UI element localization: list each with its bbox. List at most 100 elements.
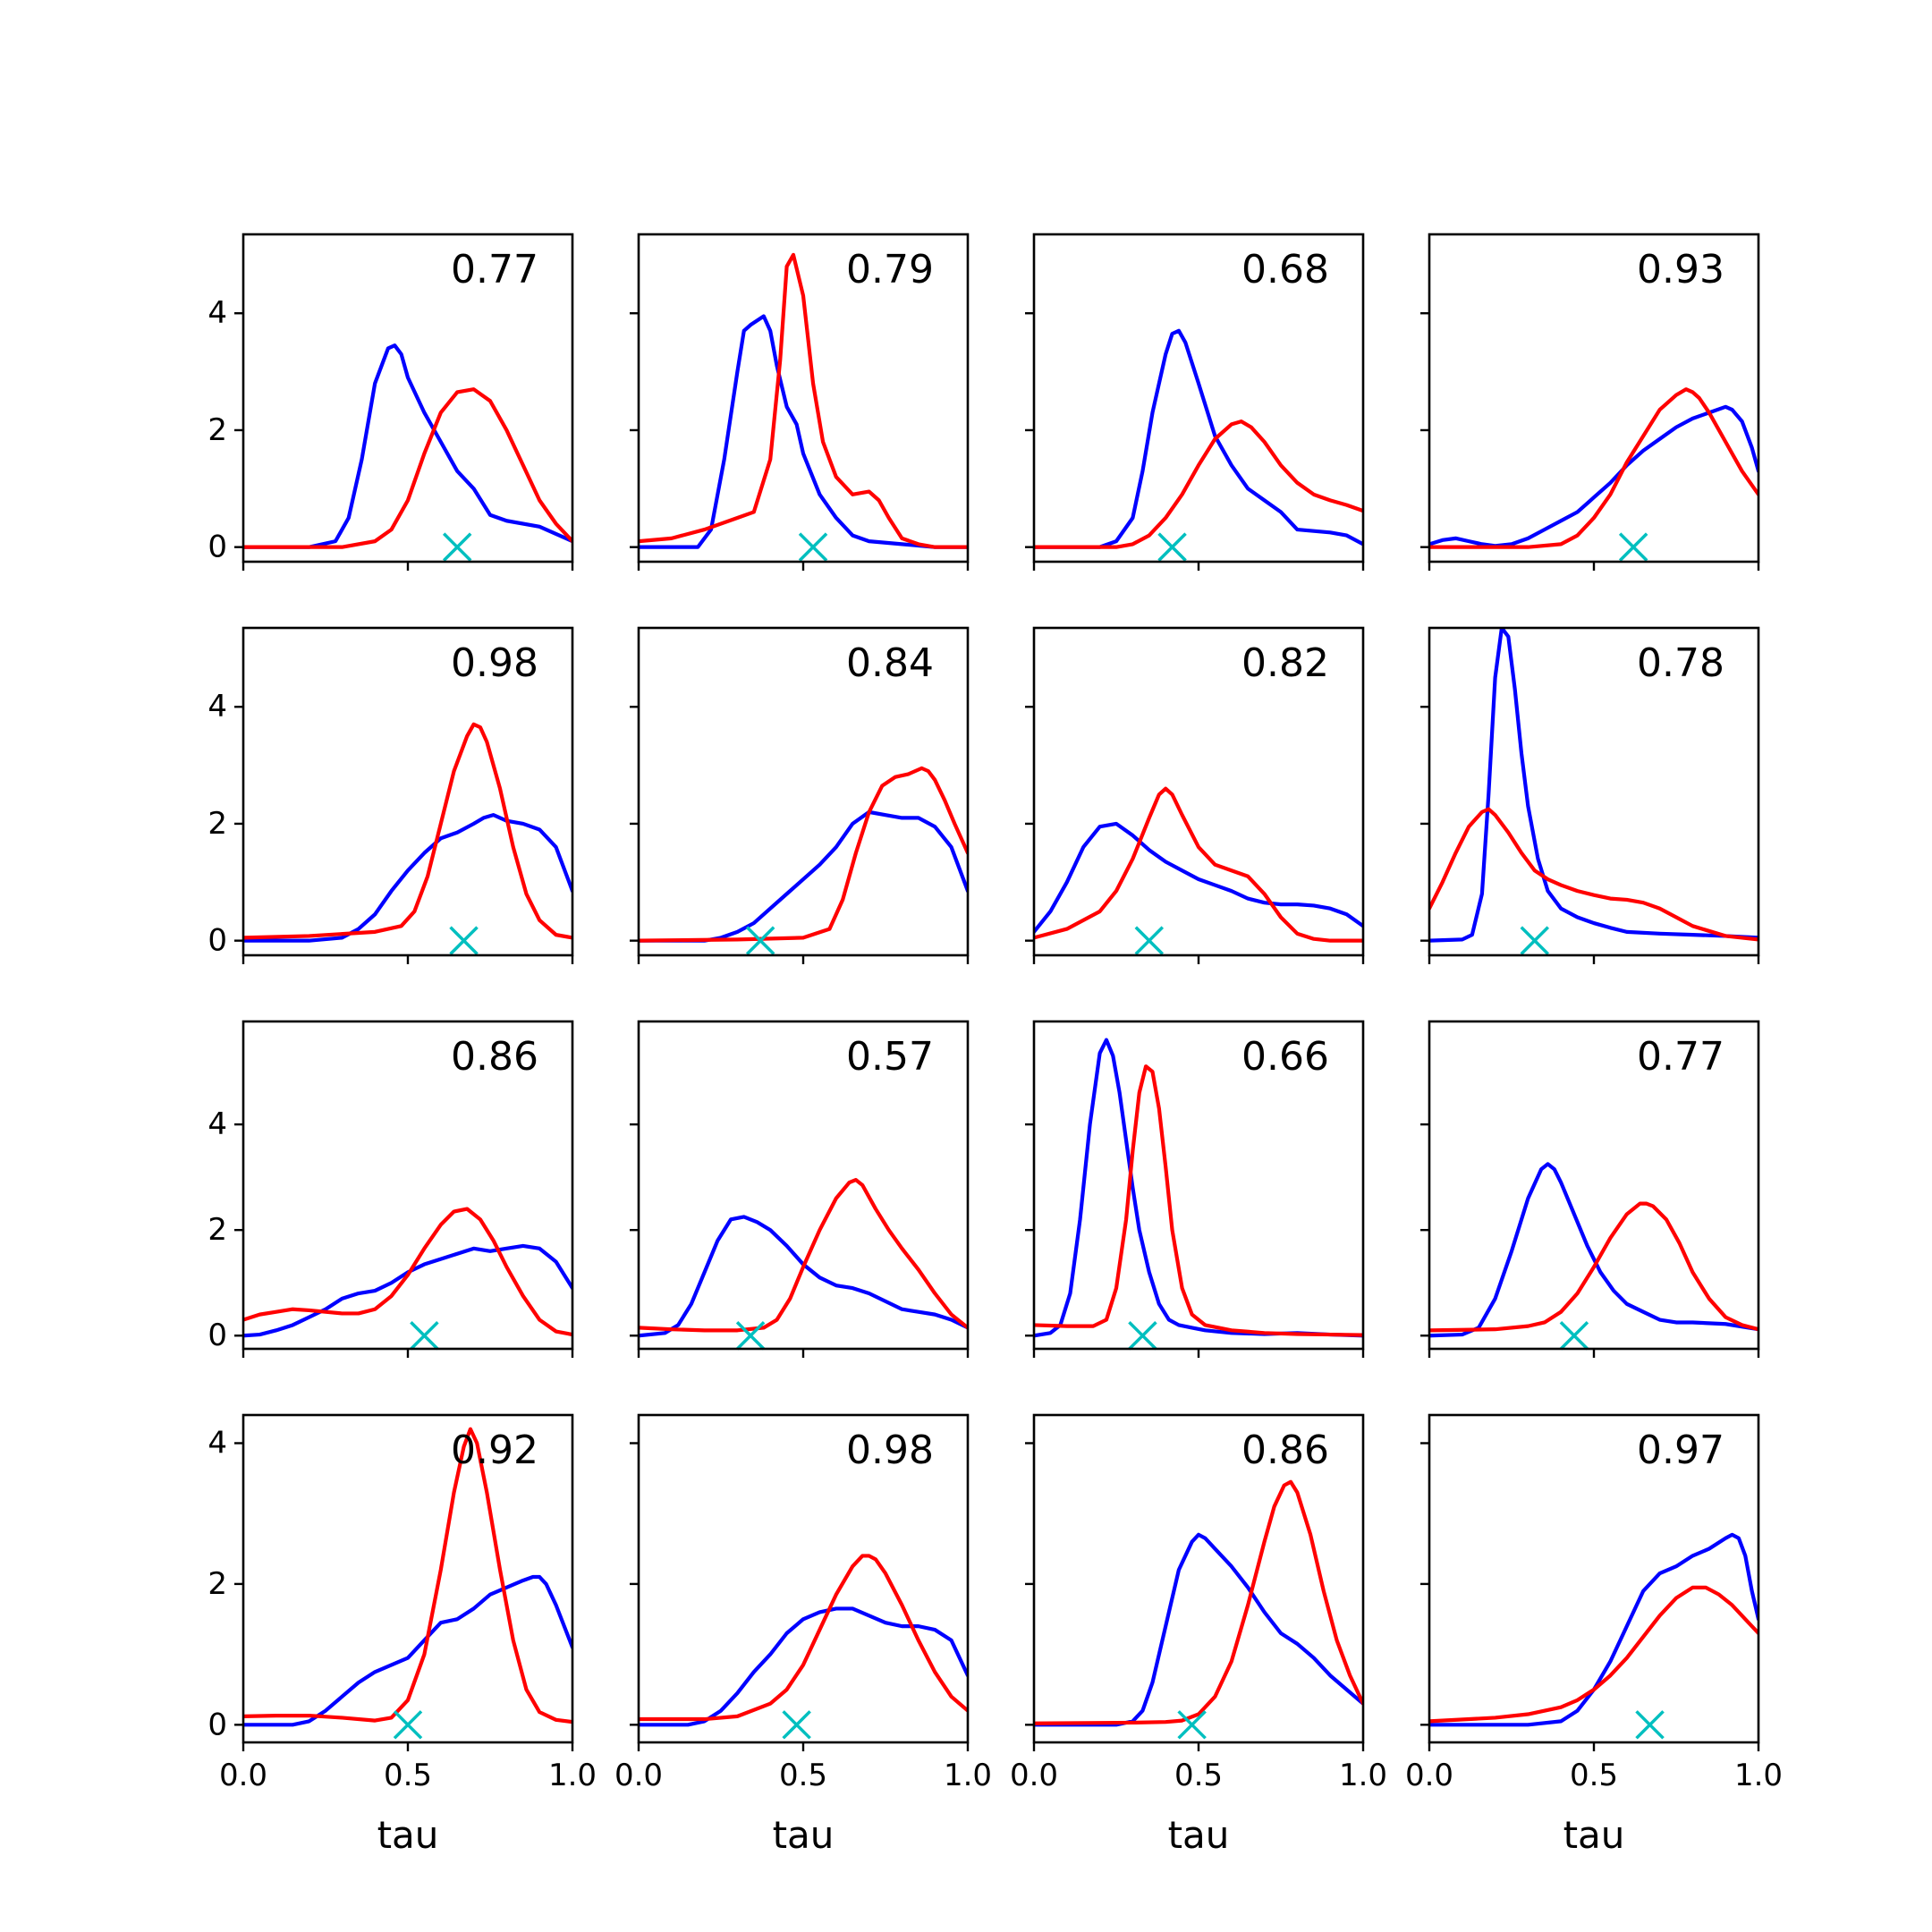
panel-1-2: 0.79: [630, 233, 970, 571]
y-tick-label: 4: [208, 1425, 227, 1461]
x-axis-label: tau: [1563, 1813, 1625, 1857]
panel-2-4: 0.78: [1420, 626, 1760, 964]
panel-value-label: 0.97: [1637, 1428, 1724, 1473]
x-tick-label: 0.0: [1405, 1758, 1453, 1793]
series-group: [639, 766, 968, 943]
blue-density-line: [1429, 1162, 1758, 1338]
x-tick-label: 0.5: [1174, 1758, 1223, 1793]
panel-value-label: 0.77: [451, 247, 538, 292]
x-tick-label: 1.0: [944, 1758, 992, 1793]
blue-density-line: [1429, 1532, 1758, 1727]
x-tick-label: 0.5: [384, 1758, 432, 1793]
panels-grid: 0 2 4 0.77 0.79 0.68 0.93 0 2 4 0.98 0.84 0.82 0.78 0 2…: [208, 233, 1783, 1857]
blue-density-line: [243, 343, 572, 549]
blue-density-line: [243, 813, 572, 943]
red-density-line: [639, 252, 968, 549]
x-axis-label: tau: [377, 1813, 439, 1857]
red-density-line: [1429, 807, 1758, 942]
x-tick-label: 0.5: [1570, 1758, 1618, 1793]
x-marker: [1128, 1321, 1157, 1351]
red-density-line: [1429, 387, 1758, 549]
y-tick-label: 4: [208, 295, 227, 331]
panel-value-label: 0.86: [1241, 1428, 1329, 1473]
red-density-line: [639, 766, 968, 943]
panel-value-label: 0.93: [1637, 247, 1724, 292]
panel-value-label: 0.78: [1637, 640, 1724, 686]
series-group: [243, 343, 572, 549]
blue-density-line: [1034, 821, 1363, 934]
x-axis-label: tau: [1168, 1813, 1230, 1857]
x-marker: [782, 1710, 811, 1740]
x-axis-label: tau: [773, 1813, 835, 1857]
x-marker: [1134, 926, 1165, 955]
blue-density-line: [1034, 1532, 1363, 1727]
y-tick-label: 0: [208, 530, 227, 565]
panel-4-3: 0.0 0.5 1.0 tau 0.86: [1010, 1413, 1387, 1857]
panel-4-2: 0.0 0.5 1.0 tau 0.98: [614, 1413, 992, 1857]
x-marker: [735, 1321, 766, 1351]
blue-density-line: [1034, 1038, 1363, 1338]
panel-4-1: 0 2 4 0.0 0.5 1.0 tau 0.92: [208, 1413, 597, 1857]
y-tick-label: 2: [208, 1566, 227, 1602]
series-group: [639, 1178, 968, 1338]
panel-value-label: 0.79: [846, 247, 934, 292]
panel-value-label: 0.82: [1241, 640, 1329, 686]
red-density-line: [1429, 1585, 1758, 1724]
y-tick-label: 0: [208, 923, 227, 959]
panel-2-1: 0 2 4 0.98: [208, 626, 574, 964]
series-group: [1034, 786, 1363, 943]
blue-density-line: [639, 809, 968, 943]
x-marker: [1520, 926, 1549, 955]
y-tick-label: 4: [208, 689, 227, 724]
panel-value-label: 0.84: [846, 640, 934, 686]
panel-value-label: 0.98: [451, 640, 538, 686]
y-tick-label: 4: [208, 1106, 227, 1142]
red-density-line: [243, 1427, 572, 1724]
x-marker: [410, 1321, 439, 1351]
y-tick-label: 0: [208, 1707, 227, 1742]
x-tick-label: 1.0: [1339, 1758, 1387, 1793]
blue-density-line: [639, 1215, 968, 1338]
x-marker: [1177, 1710, 1207, 1740]
series-group: [1429, 1162, 1758, 1338]
series-group: [1034, 1038, 1363, 1338]
panel-value-label: 0.98: [846, 1428, 934, 1473]
panel-value-label: 0.68: [1241, 247, 1329, 292]
red-density-line: [1034, 786, 1363, 943]
x-marker: [442, 532, 472, 562]
panel-value-label: 0.92: [451, 1428, 538, 1473]
series-group: [1429, 1532, 1758, 1727]
x-marker: [393, 1710, 423, 1740]
x-tick-label: 0.0: [1010, 1758, 1058, 1793]
panel-value-label: 0.66: [1241, 1034, 1329, 1080]
x-marker: [798, 532, 828, 562]
x-tick-label: 0.5: [779, 1758, 827, 1793]
blue-density-line: [639, 1606, 968, 1727]
x-marker: [745, 926, 775, 955]
series-group: [243, 1427, 572, 1727]
blue-density-line: [1429, 628, 1758, 943]
red-density-line: [243, 722, 572, 940]
x-tick-label: 1.0: [548, 1758, 597, 1793]
y-tick-label: 2: [208, 412, 227, 448]
red-density-line: [243, 1207, 572, 1337]
blue-density-line: [639, 314, 968, 549]
panel-1-1: 0 2 4 0.77: [208, 233, 574, 571]
red-density-line: [639, 1554, 968, 1722]
y-tick-label: 0: [208, 1318, 227, 1353]
series-group: [1429, 628, 1758, 943]
y-tick-label: 2: [208, 806, 227, 842]
panel-2-2: 0.84: [630, 626, 970, 964]
series-group: [639, 252, 968, 549]
x-marker: [1559, 1321, 1589, 1351]
red-density-line: [1429, 1201, 1758, 1333]
blue-density-line: [1429, 404, 1758, 548]
panel-1-4: 0.93: [1420, 233, 1760, 571]
red-density-line: [1034, 419, 1363, 549]
x-marker: [1618, 532, 1648, 562]
blue-density-line: [243, 1574, 572, 1727]
panel-4-4: 0.0 0.5 1.0 tau 0.97: [1405, 1413, 1783, 1857]
panel-value-label: 0.57: [846, 1034, 934, 1080]
